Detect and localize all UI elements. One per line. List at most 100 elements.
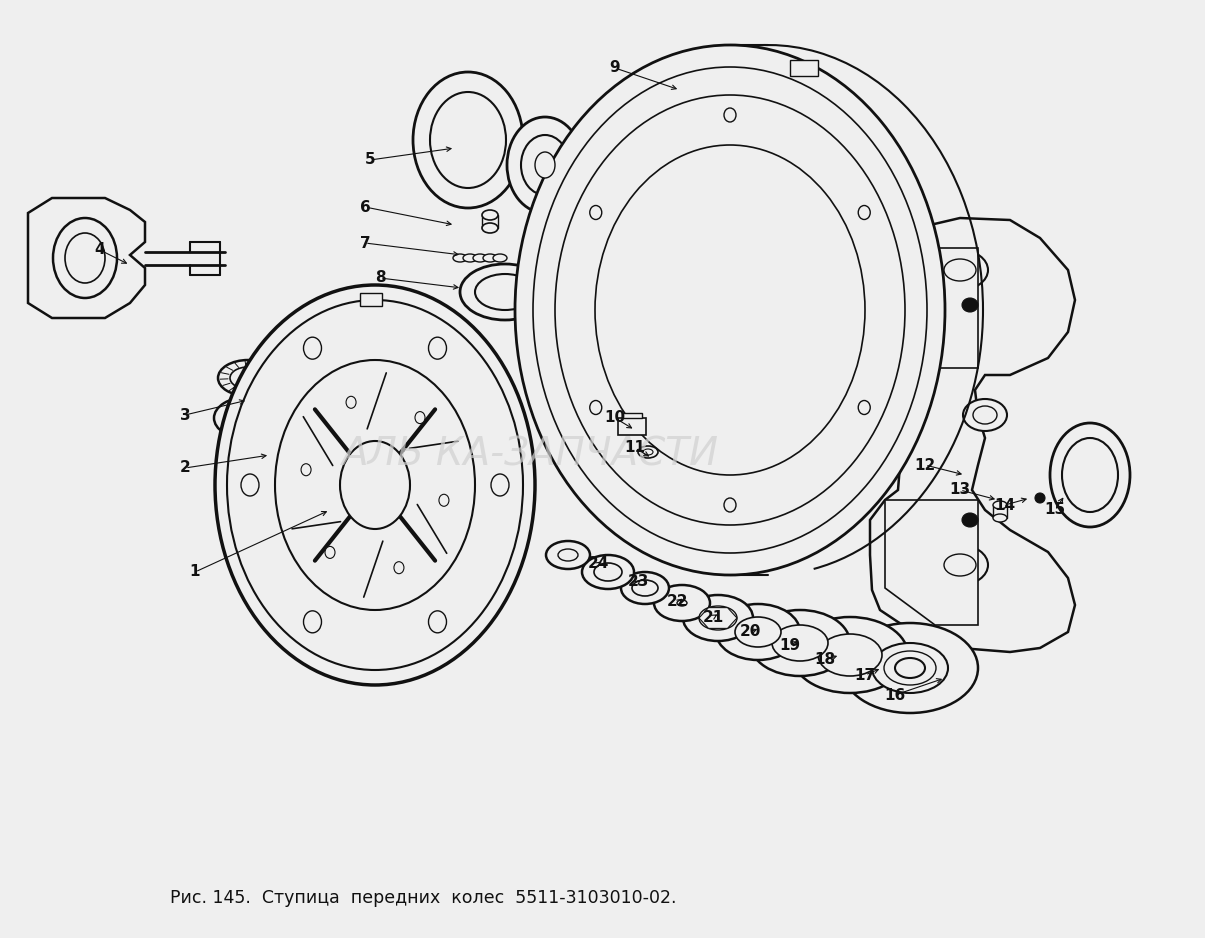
Text: 23: 23	[628, 574, 648, 589]
Ellipse shape	[413, 72, 523, 208]
Ellipse shape	[507, 117, 583, 213]
Text: 11: 11	[624, 441, 646, 456]
Ellipse shape	[214, 397, 282, 439]
Ellipse shape	[972, 406, 997, 424]
Ellipse shape	[944, 554, 976, 576]
Ellipse shape	[304, 337, 322, 359]
Ellipse shape	[589, 401, 601, 415]
Ellipse shape	[521, 135, 569, 195]
Ellipse shape	[546, 541, 590, 569]
Ellipse shape	[214, 285, 535, 685]
Text: 18: 18	[815, 653, 835, 668]
Text: 16: 16	[884, 688, 906, 703]
Text: 10: 10	[605, 411, 625, 426]
Ellipse shape	[677, 600, 687, 606]
Ellipse shape	[582, 555, 634, 589]
Ellipse shape	[818, 634, 882, 676]
Text: 7: 7	[359, 235, 370, 250]
Bar	[618, 418, 646, 435]
Ellipse shape	[1062, 438, 1118, 512]
Polygon shape	[884, 500, 978, 625]
Ellipse shape	[340, 441, 410, 529]
Ellipse shape	[792, 617, 909, 693]
Ellipse shape	[993, 501, 1007, 509]
Ellipse shape	[230, 367, 266, 389]
Ellipse shape	[475, 274, 535, 310]
Ellipse shape	[962, 513, 978, 527]
Polygon shape	[699, 608, 737, 628]
Text: 21: 21	[703, 610, 724, 625]
Ellipse shape	[439, 494, 449, 507]
Ellipse shape	[218, 360, 278, 396]
Text: 19: 19	[780, 638, 800, 653]
Ellipse shape	[460, 264, 549, 320]
Ellipse shape	[227, 404, 270, 432]
Polygon shape	[870, 200, 1075, 652]
Ellipse shape	[490, 474, 509, 496]
Text: АЛЬ КА-ЗАПЧАСТИ: АЛЬ КА-ЗАПЧАСТИ	[341, 436, 718, 474]
Ellipse shape	[430, 92, 506, 188]
Ellipse shape	[241, 474, 259, 496]
Ellipse shape	[716, 604, 800, 660]
Ellipse shape	[654, 585, 710, 621]
Ellipse shape	[895, 658, 925, 678]
Ellipse shape	[482, 223, 498, 233]
Ellipse shape	[631, 580, 658, 596]
Text: 2: 2	[180, 461, 190, 476]
Ellipse shape	[482, 210, 498, 220]
Ellipse shape	[595, 145, 865, 475]
Ellipse shape	[589, 205, 601, 219]
Text: Рис. 145.  Ступица  передних  колес  5511-3103010-02.: Рис. 145. Ступица передних колес 5511-31…	[170, 889, 676, 907]
Ellipse shape	[325, 547, 335, 558]
Ellipse shape	[493, 254, 507, 262]
Ellipse shape	[429, 337, 447, 359]
Ellipse shape	[931, 250, 988, 290]
Ellipse shape	[558, 549, 578, 561]
Ellipse shape	[594, 563, 622, 581]
Ellipse shape	[872, 643, 948, 693]
Ellipse shape	[304, 611, 322, 633]
Ellipse shape	[963, 399, 1007, 431]
Ellipse shape	[724, 498, 736, 512]
Ellipse shape	[699, 606, 737, 630]
Ellipse shape	[962, 298, 978, 312]
Ellipse shape	[515, 45, 945, 575]
Text: 24: 24	[587, 556, 609, 571]
Ellipse shape	[643, 449, 653, 455]
Text: 8: 8	[375, 270, 386, 285]
Ellipse shape	[301, 463, 311, 476]
Text: 6: 6	[359, 200, 370, 215]
Polygon shape	[28, 198, 145, 318]
Ellipse shape	[53, 218, 117, 298]
Polygon shape	[884, 248, 978, 368]
Bar	[622, 413, 642, 418]
Text: 3: 3	[180, 407, 190, 422]
Ellipse shape	[842, 623, 978, 713]
Ellipse shape	[535, 152, 556, 178]
Ellipse shape	[453, 254, 468, 262]
Text: 9: 9	[610, 60, 621, 75]
Ellipse shape	[556, 95, 905, 525]
Text: 5: 5	[365, 153, 375, 168]
Ellipse shape	[750, 610, 850, 676]
Bar	[790, 60, 818, 76]
Text: 17: 17	[854, 668, 876, 683]
Ellipse shape	[683, 595, 753, 641]
Text: 15: 15	[1045, 503, 1065, 518]
Text: 22: 22	[668, 595, 689, 610]
Bar	[360, 293, 382, 306]
Ellipse shape	[735, 617, 781, 647]
Ellipse shape	[772, 625, 828, 661]
Ellipse shape	[637, 446, 658, 458]
Ellipse shape	[463, 254, 477, 262]
Ellipse shape	[429, 611, 447, 633]
Text: 13: 13	[950, 482, 970, 497]
Ellipse shape	[858, 205, 870, 219]
Text: 1: 1	[189, 565, 200, 580]
Ellipse shape	[944, 259, 976, 281]
Text: 12: 12	[915, 458, 935, 473]
Ellipse shape	[724, 108, 736, 122]
Ellipse shape	[533, 67, 927, 553]
Ellipse shape	[884, 651, 936, 685]
Ellipse shape	[474, 254, 487, 262]
